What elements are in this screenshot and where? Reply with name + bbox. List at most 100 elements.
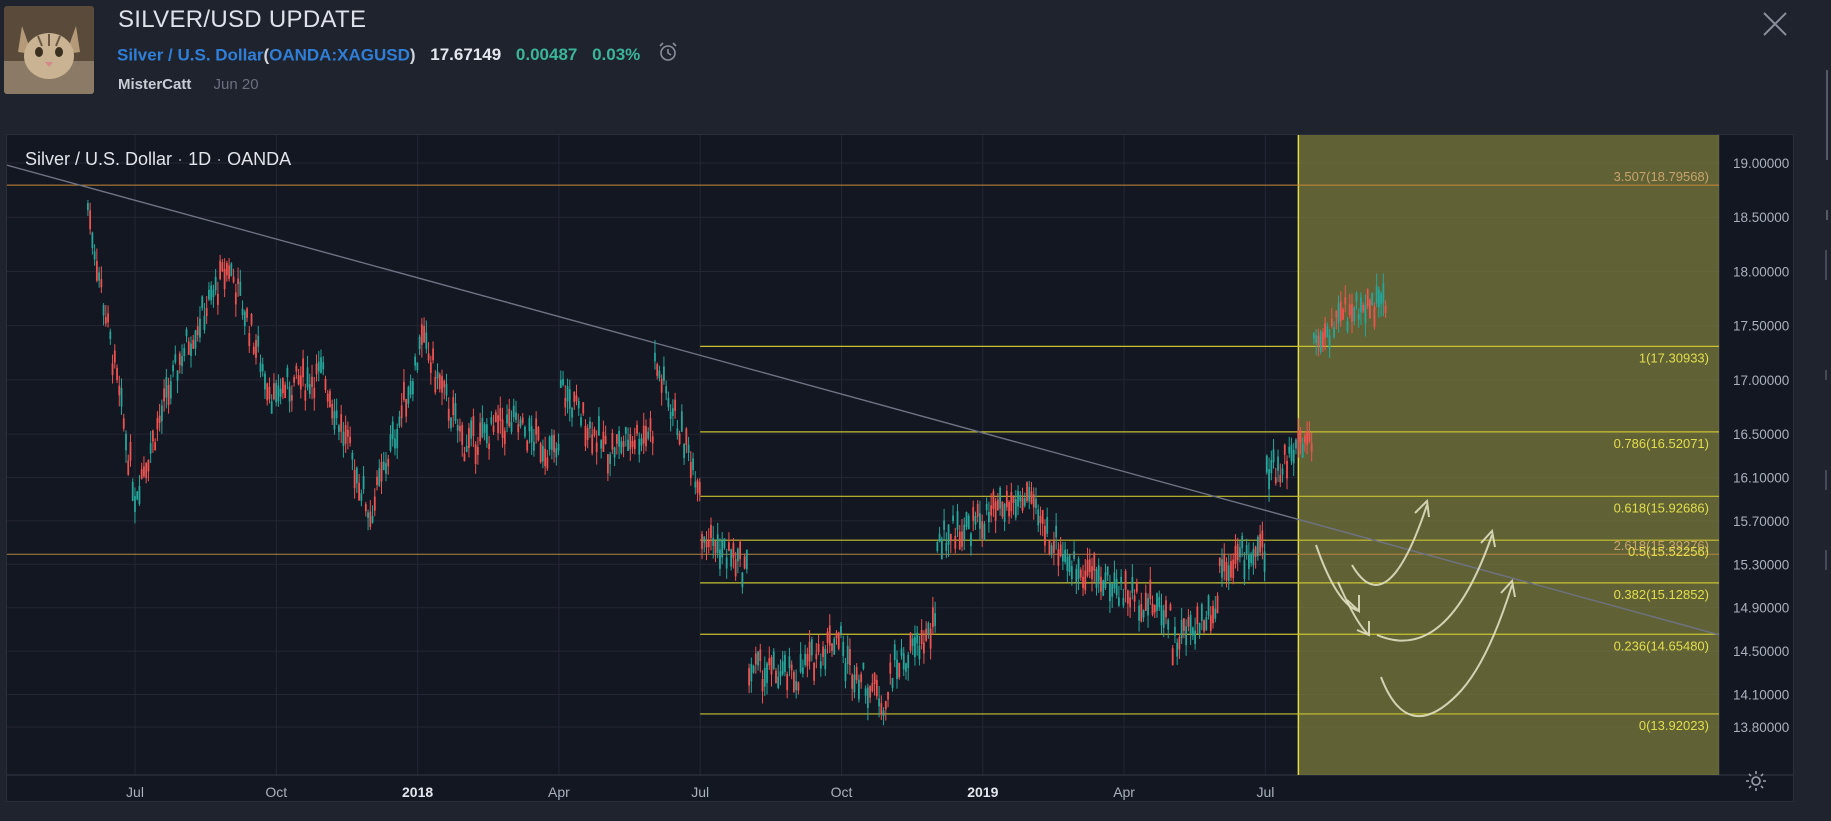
candle-body — [988, 511, 990, 523]
candle-body — [633, 439, 636, 450]
candle-body — [169, 381, 172, 399]
close-icon[interactable] — [1760, 9, 1790, 39]
candle-body — [1037, 509, 1040, 526]
candle-body — [107, 313, 109, 323]
candle-body — [418, 336, 421, 349]
candle-body — [288, 386, 291, 402]
candle-body — [1317, 335, 1320, 347]
candle-body — [1167, 619, 1170, 630]
candle-body — [766, 663, 768, 684]
candle-body — [736, 548, 739, 562]
candle-body — [243, 311, 246, 327]
candle-body — [340, 414, 343, 432]
candle-body — [1301, 443, 1304, 458]
candle-body — [530, 426, 533, 443]
candle-body — [264, 373, 266, 390]
price-chart[interactable]: Jul Oct 2018 Apr Jul Oct 2019 Apr Jul 19.00000 18.… — [6, 134, 1794, 802]
candle-body — [1104, 572, 1107, 589]
candle-body — [286, 367, 289, 378]
candle-body — [1248, 555, 1250, 570]
candle-body — [479, 422, 482, 442]
candle-body — [1106, 566, 1109, 576]
candle-body — [1044, 526, 1046, 546]
candle-body — [1256, 536, 1259, 557]
candle-body — [1169, 604, 1172, 611]
candle-body — [799, 653, 802, 672]
candle-body — [281, 378, 284, 394]
candle-body — [494, 412, 497, 423]
candle-body — [216, 293, 219, 305]
candle-body — [1068, 554, 1071, 573]
projection-arrow — [1337, 581, 1370, 637]
chart-canvas[interactable]: Jul Oct 2018 Apr Jul Oct 2019 Apr Jul 19.00000 18.… — [7, 135, 1793, 801]
candle-body — [853, 674, 856, 693]
candle-body — [1205, 616, 1208, 631]
candle-body — [331, 403, 334, 419]
candle-body — [577, 400, 580, 409]
candle-body — [846, 645, 849, 664]
candle-body — [568, 389, 571, 409]
candle-body — [985, 503, 988, 511]
candle-body — [1187, 617, 1190, 627]
candle-body — [474, 444, 477, 465]
candle-body — [586, 428, 589, 440]
author-link[interactable]: MisterCatt — [118, 76, 192, 93]
candle-body — [952, 515, 954, 522]
candle-body — [308, 384, 311, 395]
candle-body — [1333, 327, 1335, 338]
candle-body — [1142, 610, 1145, 618]
gear-icon[interactable] — [1744, 769, 1768, 793]
candle-body — [497, 415, 499, 434]
candle-body — [833, 638, 836, 655]
scrollbar[interactable] — [1814, 50, 1831, 816]
price-axis-label: 15.30000 — [1733, 557, 1789, 572]
candle-body — [808, 641, 811, 662]
candle-body — [1066, 556, 1069, 572]
candle-body — [615, 434, 618, 444]
candle-body — [127, 460, 130, 475]
candle-body — [436, 371, 439, 379]
candle-body — [907, 654, 910, 668]
candle-body — [1021, 497, 1024, 511]
candle-body — [990, 505, 993, 516]
ticker-link[interactable]: OANDA:XAGUSD — [269, 45, 410, 65]
price-axis-label: 18.00000 — [1733, 264, 1789, 279]
candle-body — [201, 296, 204, 309]
candle-body — [775, 670, 777, 683]
candle-body — [1339, 301, 1342, 321]
legend-separator: · — [216, 149, 223, 169]
author-avatar[interactable] — [4, 6, 94, 94]
candle-body — [1001, 501, 1004, 517]
candle-body — [728, 542, 730, 551]
publish-date: Jun 20 — [213, 76, 259, 93]
candle-body — [1203, 620, 1205, 632]
candle-body — [407, 386, 410, 404]
candle-body — [938, 533, 941, 542]
candle-body — [104, 316, 107, 324]
candle-body — [1079, 569, 1082, 578]
candle-body — [602, 431, 605, 452]
fib-level-label: 1(17.30933) — [1639, 350, 1709, 365]
candle-body — [476, 446, 479, 455]
candle-body — [1135, 582, 1138, 592]
candle-body — [154, 442, 157, 451]
candle-body — [398, 416, 401, 426]
candle-body — [642, 425, 645, 444]
candle-body — [219, 260, 222, 280]
candle-body — [902, 653, 905, 670]
candle-body — [1084, 570, 1087, 591]
candle-body — [788, 656, 791, 668]
candle-body — [1057, 549, 1060, 566]
candle-body — [748, 668, 750, 686]
candle-body — [423, 326, 425, 343]
candle-body — [804, 653, 807, 665]
candle-body — [582, 402, 585, 414]
candle-body — [1097, 565, 1100, 582]
candle-body — [855, 667, 858, 681]
candle-body — [606, 454, 609, 474]
candle-body — [400, 405, 403, 418]
alarm-clock-icon[interactable] — [657, 41, 679, 68]
candle-body — [461, 424, 464, 445]
symbol-name-link[interactable]: Silver / U.S. Dollar — [117, 45, 264, 65]
candle-body — [526, 440, 529, 451]
